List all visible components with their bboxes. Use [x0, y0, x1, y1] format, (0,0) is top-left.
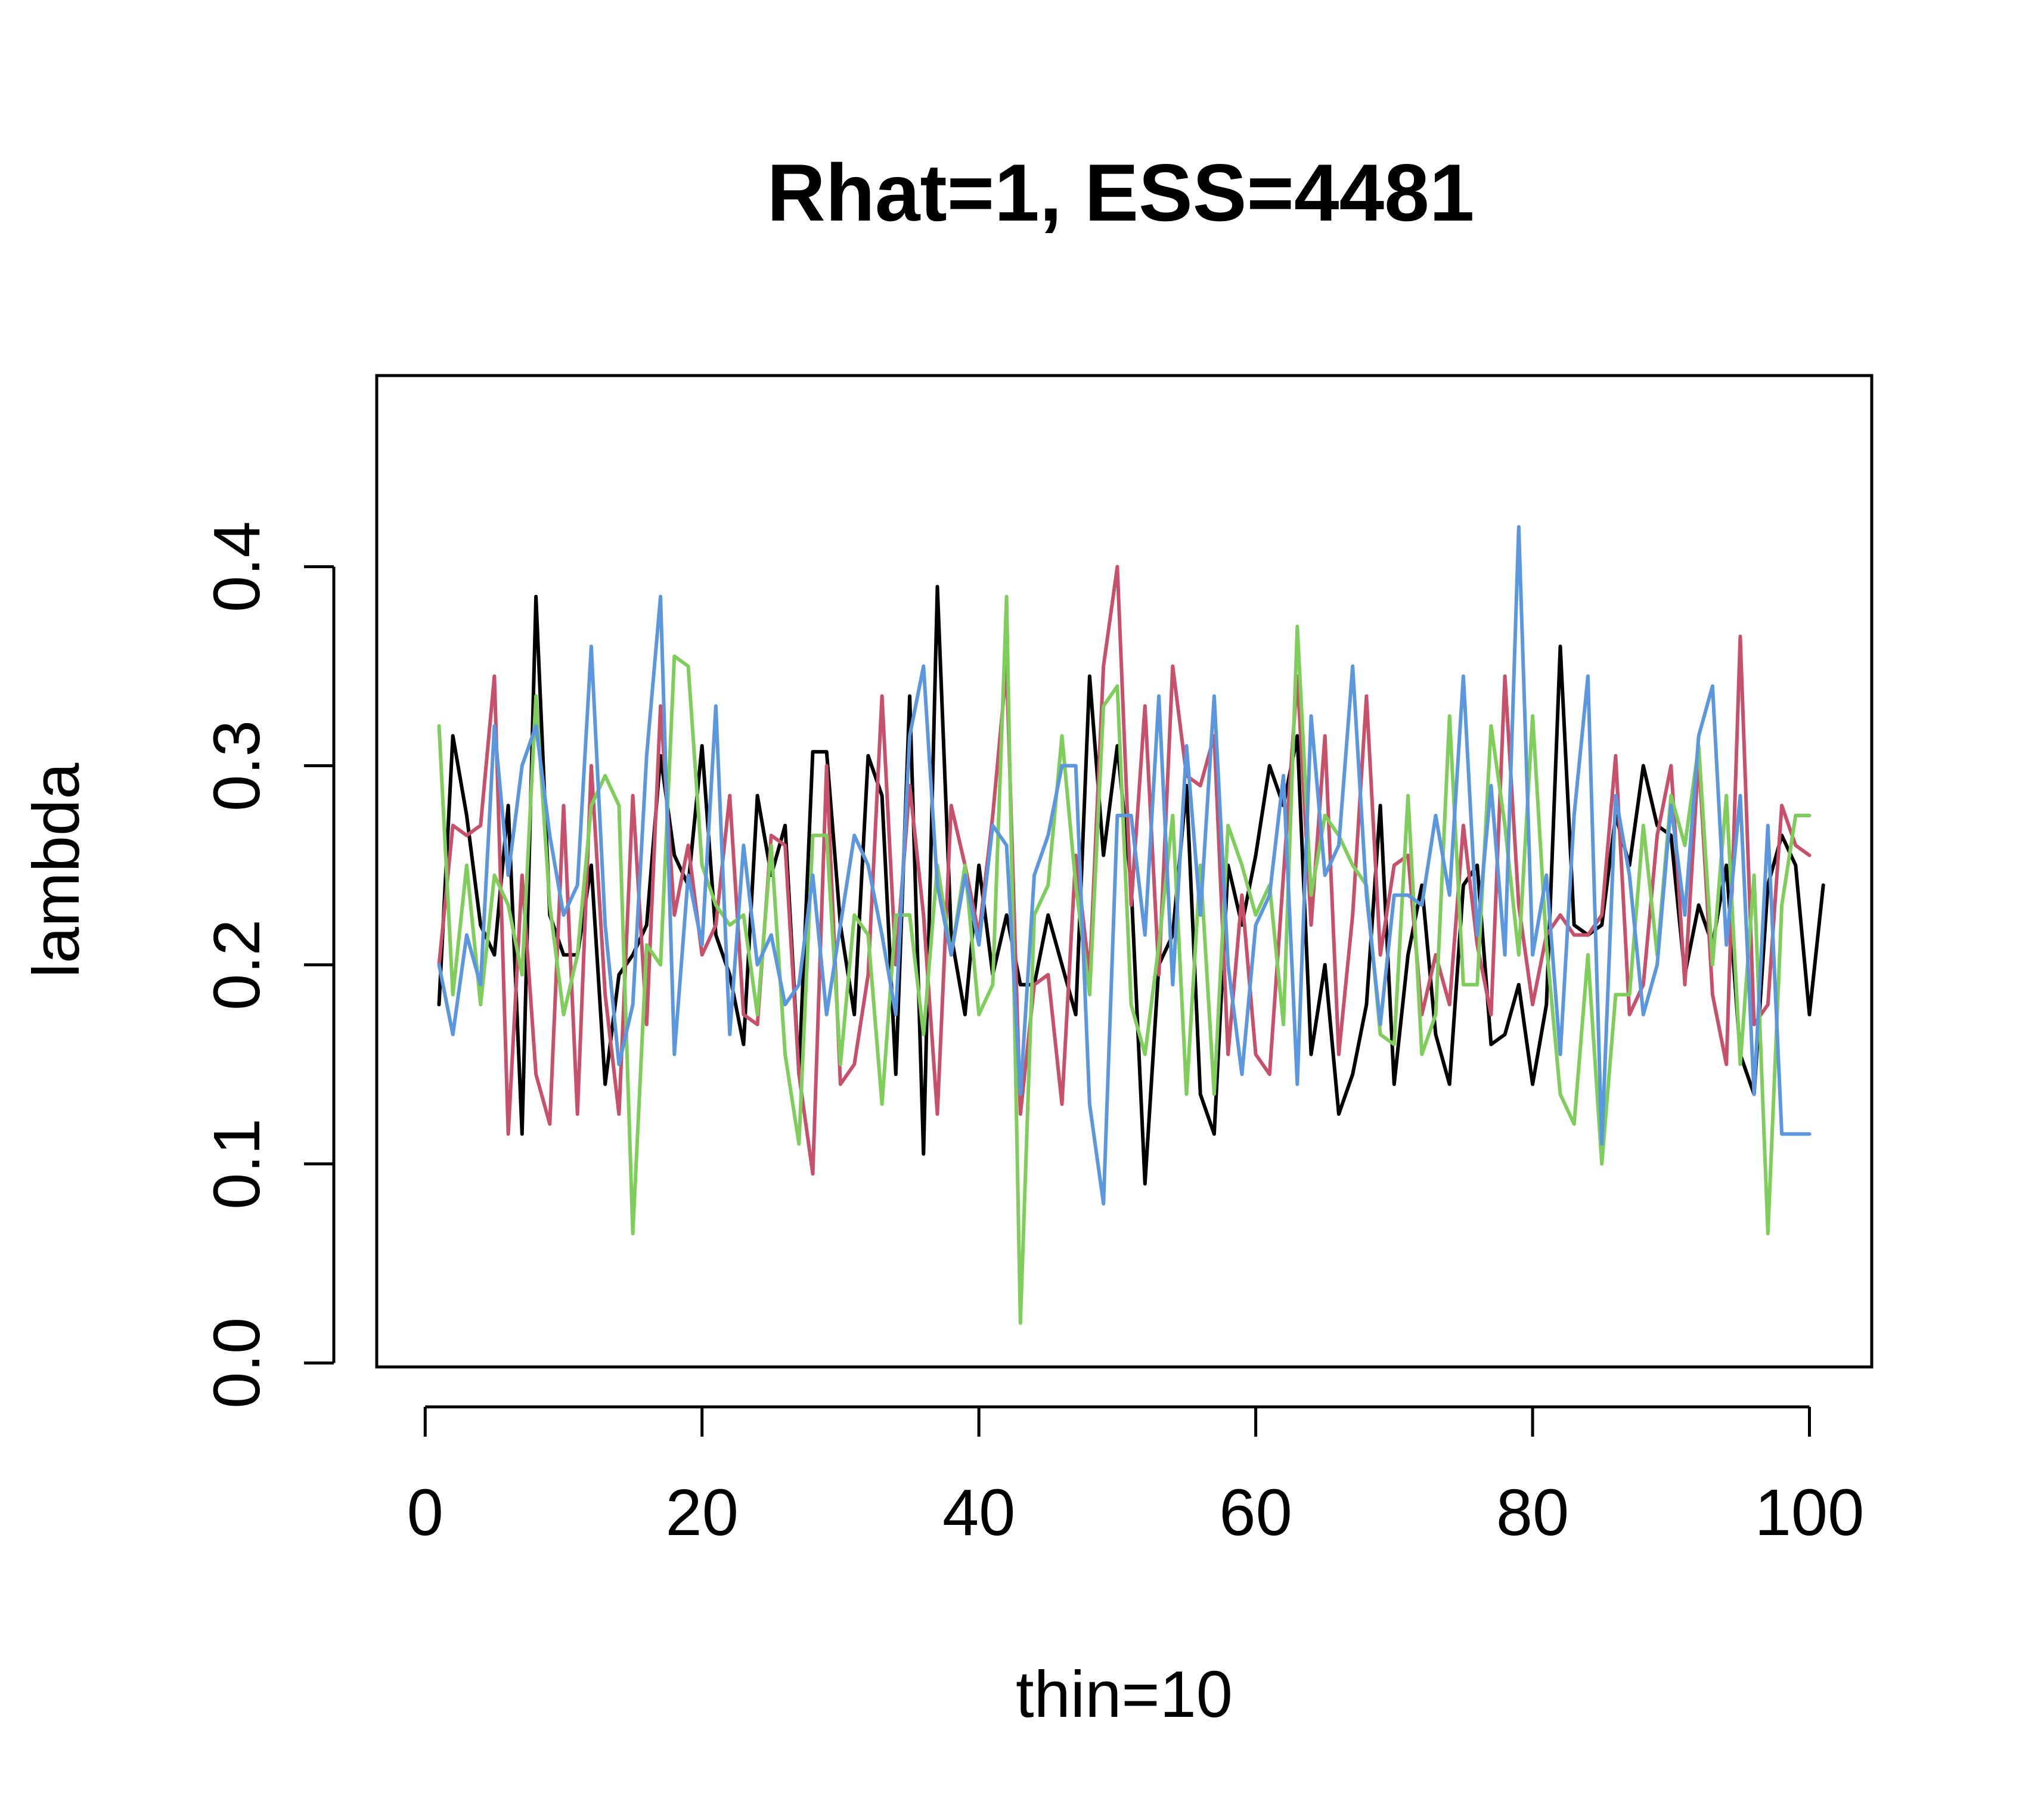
x-tick-label: 100: [1755, 1476, 1865, 1549]
x-axis: 0 20 40 60 80 100: [407, 1405, 1865, 1549]
y-tick-label: 0.2: [200, 919, 274, 1010]
y-tick-label: 0.4: [200, 521, 274, 612]
series-layer: [437, 525, 1825, 1325]
series-line-4: [437, 525, 1812, 1206]
x-axis-label: thin=10: [1016, 1658, 1233, 1731]
x-tick-label: 20: [666, 1476, 739, 1549]
y-tick-label: 0.0: [200, 1317, 274, 1409]
plot-frame: [375, 374, 1874, 1369]
y-tick-label: 0.1: [200, 1118, 274, 1210]
chart-title: Rhat=1, ESS=4481: [767, 147, 1475, 238]
x-tick-label: 0: [407, 1476, 443, 1549]
x-tick-label: 80: [1496, 1476, 1569, 1549]
x-tick-label: 40: [942, 1476, 1015, 1549]
y-axis-label: lambda: [20, 762, 93, 978]
x-tick-label: 60: [1219, 1476, 1292, 1549]
y-axis: 0.0 0.1 0.2 0.3 0.4: [200, 521, 336, 1409]
y-tick-label: 0.3: [200, 720, 274, 811]
